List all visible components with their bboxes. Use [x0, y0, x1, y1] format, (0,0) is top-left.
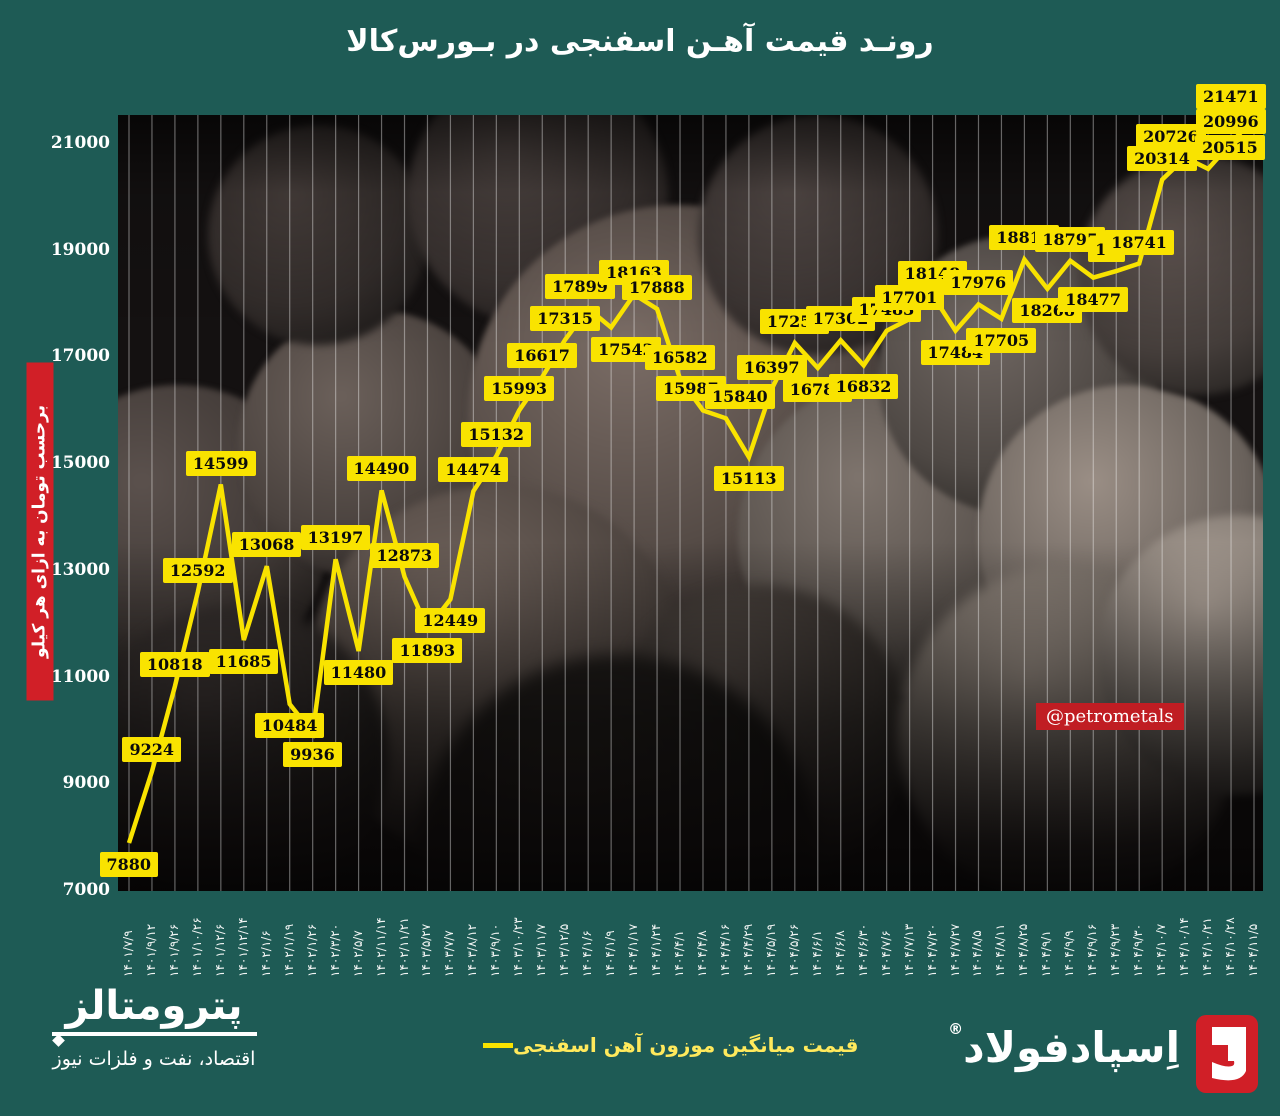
registered-mark: ® — [948, 1020, 964, 1038]
chart-plot-svg — [126, 115, 1256, 891]
x-date-label: ۱۴۰۱/۹/۱۲ — [143, 923, 158, 977]
x-date-label: ۱۴۰۴/۸/۲۵ — [1016, 923, 1031, 977]
watermark-badge: @petrometals — [1036, 703, 1184, 730]
legend-line-swatch — [483, 1043, 513, 1048]
x-date-label: ۱۴۰۴/۱۰/۱۴ — [1177, 917, 1192, 977]
x-date-label: ۱۴۰۲/۱۱/۲۱ — [396, 917, 411, 977]
y-tick-label: 7000 — [62, 880, 110, 900]
x-date-label: ۱۴۰۴/۱/۶ — [580, 930, 595, 977]
y-tick-label: 9000 — [62, 773, 110, 794]
price-line-series — [126, 116, 1256, 844]
petrometals-logo-name: پترومتالز — [65, 983, 243, 1029]
x-date-label: ۱۴۰۴/۱۰/۲۱ — [1200, 917, 1215, 977]
x-date-label: ۱۴۰۲/۱/۲۶ — [304, 923, 319, 977]
espadfoulad-logo-name: اِسپادفولاد® — [948, 1020, 1180, 1072]
x-date-label: ۱۴۰۴/۷/۶ — [878, 930, 893, 977]
petrometals-logo-underline — [51, 1032, 257, 1036]
x-date-label: ۱۴۰۴/۸/۵ — [970, 930, 985, 977]
x-date-label: ۱۴۰۴/۱۰/۷ — [1154, 923, 1169, 977]
legend-label: قیمت میانگین موزون آهن اسفنجی — [513, 1033, 859, 1057]
x-date-label: ۱۴۰۴/۸/۱۱ — [993, 923, 1008, 977]
vertical-gridlines — [128, 115, 1255, 891]
x-date-label: ۱۴۰۴/۱/۹ — [603, 930, 618, 977]
pellet-photo-background — [118, 115, 1263, 891]
y-tick-label: 15000 — [50, 453, 110, 474]
x-date-label: ۱۴۰۳/۹/۱۰ — [488, 923, 503, 977]
x-date-label: ۱۴۰۴/۹/۹ — [1062, 930, 1077, 977]
x-date-label: ۱۴۰۴/۱/۱۷ — [626, 923, 641, 977]
x-date-label: ۱۴۰۴/۵/۱۹ — [763, 923, 778, 977]
y-tick-label: 19000 — [50, 239, 110, 260]
y-axis-unit-banner: برحسب تومان به ازای هر کیلو — [26, 362, 54, 701]
x-date-label: ۱۴۰۴/۷/۱۳ — [901, 923, 916, 977]
x-date-label: ۱۴۰۱/۹/۲۶ — [166, 923, 181, 977]
x-date-label: ۱۴۰۴/۷/۲۰ — [924, 923, 939, 977]
x-date-label: ۱۴۰۳/۱۱/۷ — [534, 923, 549, 977]
x-date-label: ۱۴۰۴/۹/۲۳ — [1108, 923, 1123, 977]
x-date-label: ۱۴۰۳/۷/۷ — [442, 930, 457, 977]
y-tick-label: 21000 — [50, 133, 110, 153]
price-point-label: 21471 — [1196, 83, 1266, 109]
x-date-label: ۱۴۰۴/۱۰/۲۸ — [1223, 917, 1238, 977]
x-date-label: ۱۴۰۴/۴/۲۹ — [740, 923, 755, 977]
x-date-label: ۱۴۰۴/۴/۱ — [672, 930, 687, 977]
x-date-label: ۱۴۰۲/۱/۶ — [258, 930, 273, 977]
x-date-label: ۱۴۰۳/۱۲/۵ — [557, 923, 572, 977]
petrometals-logo: پترومتالز اقتصاد، نفت و فلزات نیوز — [40, 984, 268, 1070]
x-date-label: ۱۴۰۳/۸/۱۲ — [465, 923, 480, 977]
x-date-label: ۱۴۰۲/۱۱/۱۴ — [373, 917, 388, 977]
petrometals-logo-tagline: اقتصاد، نفت و فلزات نیوز — [52, 1048, 256, 1070]
x-date-label: ۱۴۰۱/۱۰/۲۶ — [189, 917, 204, 977]
x-date-label: ۱۴۰۴/۴/۸ — [694, 930, 709, 977]
x-date-label: ۱۴۰۴/۷/۲۷ — [947, 923, 962, 977]
y-tick-label: 11000 — [50, 666, 110, 687]
x-date-label: ۱۴۰۲/۳/۲۰ — [327, 923, 342, 977]
x-date-label: ۱۴۰۳/۱۰/۲۳ — [511, 917, 526, 977]
x-date-label: ۱۴۰۲/۵/۷ — [350, 930, 365, 977]
x-date-label: ۱۴۰۱/۷/۹ — [121, 930, 135, 977]
x-date-label: ۱۴۰۴/۱/۲۴ — [649, 923, 664, 977]
x-date-label: ۱۴۰۴/۹/۱ — [1039, 930, 1054, 977]
x-date-label: ۱۴۰۳/۵/۲۷ — [419, 923, 434, 977]
x-date-label: ۱۴۰۴/۶/۱ — [809, 930, 824, 977]
y-tick-label: 17000 — [50, 346, 110, 367]
x-date-label: ۱۴۰۴/۹/۳۰ — [1131, 923, 1146, 977]
x-date-label: ۱۴۰۱/۱۲/۱۴ — [235, 917, 250, 977]
x-date-label: ۱۴۰۴/۶/۸ — [832, 930, 847, 977]
x-date-label: ۱۴۰۴/۵/۲۶ — [786, 923, 801, 977]
x-date-label: ۱۴۰۲/۱/۱۹ — [281, 923, 296, 977]
x-date-label: ۱۴۰۴/۴/۱۶ — [717, 923, 732, 977]
x-date-label: ۱۴۰۱/۱۲/۶ — [212, 923, 227, 977]
x-date-label: ۱۴۰۴/۶/۳۰ — [855, 923, 870, 977]
y-tick-label: 13000 — [50, 559, 110, 580]
espadfoulad-logo-icon — [1196, 1015, 1258, 1093]
x-date-label: ۱۴۰۴/۱۱/۵ — [1246, 923, 1260, 977]
x-date-label: ۱۴۰۴/۹/۱۶ — [1085, 923, 1100, 977]
page-title: رونـد قیمت آهـن اسفنجی در بـورس‌کالا — [346, 24, 934, 59]
legend: قیمت میانگین موزون آهن اسفنجی — [483, 1033, 864, 1057]
